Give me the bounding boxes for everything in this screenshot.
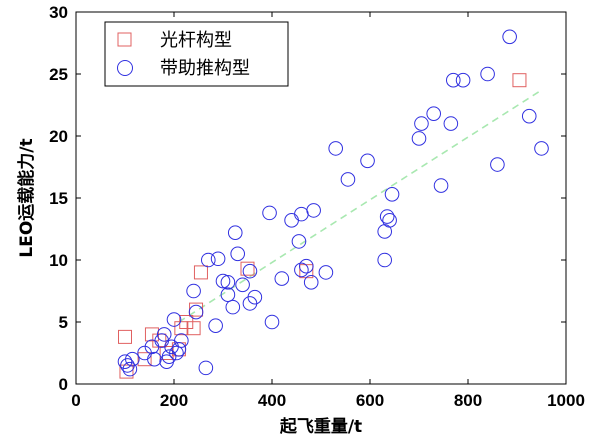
- point-series-2-62: [521, 108, 537, 124]
- point-series-2-33: [262, 205, 277, 221]
- point-series-2-47: [377, 252, 393, 268]
- data-points-layer: [117, 29, 549, 379]
- x-axis-title: 起飞重量/t: [279, 416, 362, 437]
- legend-label-series-2: 带助推构型: [160, 58, 250, 79]
- point-series-2-24: [220, 275, 236, 290]
- point-series-2-29: [235, 277, 250, 293]
- point-series-2-63: [534, 141, 549, 156]
- point-series-2-61: [502, 29, 517, 45]
- point-series-2-21: [208, 318, 223, 334]
- point-series-2-58: [455, 72, 471, 88]
- point-series-2-34: [264, 314, 280, 330]
- point-series-2-45: [340, 172, 356, 187]
- point-series-2-39: [294, 262, 309, 278]
- point-series-1-3: [137, 352, 152, 367]
- y-tick-label-1: 0: [59, 375, 68, 394]
- y-tick-label-6: 25: [49, 65, 68, 84]
- point-series-2-32: [247, 289, 263, 305]
- point-series-1-1: [118, 329, 132, 344]
- point-series-2-44: [328, 141, 344, 156]
- point-series-2-25: [220, 287, 236, 303]
- y-tick-label-3: 10: [49, 251, 68, 270]
- legend-box: [104, 21, 289, 87]
- point-series-2-55: [433, 178, 449, 193]
- x-tick-label-6: 1000: [547, 391, 585, 410]
- point-series-2-51: [384, 186, 400, 202]
- x-tick-label-5: 800: [454, 391, 482, 410]
- point-series-2-56: [443, 116, 459, 131]
- x-tick-label-4: 600: [356, 391, 384, 410]
- point-series-2-1: [117, 354, 133, 369]
- point-series-2-7: [147, 351, 162, 367]
- point-series-2-26: [225, 299, 241, 315]
- point-series-2-57: [446, 72, 461, 88]
- point-series-2-35: [274, 271, 290, 286]
- y-tick-label-7: 30: [49, 3, 68, 22]
- point-series-2-40: [299, 258, 314, 274]
- point-series-2-19: [198, 360, 214, 376]
- point-series-2-13: [166, 312, 182, 327]
- legend-marker-square: [117, 32, 132, 47]
- point-series-1-13: [240, 261, 255, 276]
- y-tick-label-4: 15: [49, 189, 68, 208]
- axis-ticks: 0 200 400 600 800 1000 0 5 10 15 20 25 30: [49, 3, 585, 410]
- point-series-2-9: [156, 327, 172, 342]
- point-series-2-37: [291, 234, 307, 249]
- point-series-2-22: [210, 251, 226, 267]
- point-series-2-15: [171, 341, 187, 357]
- point-series-1-2: [119, 364, 134, 379]
- point-series-1-15: [512, 73, 527, 88]
- point-series-2-11: [161, 349, 177, 365]
- point-series-2-4: [125, 351, 140, 367]
- point-series-2-14: [169, 345, 184, 361]
- point-series-1-12: [193, 265, 208, 280]
- point-series-2-42: [306, 203, 321, 218]
- x-tick-label-3: 400: [258, 391, 286, 410]
- x-tick-label-2: 200: [160, 391, 188, 410]
- point-series-2-46: [360, 153, 375, 169]
- point-series-2-28: [230, 246, 245, 262]
- point-series-2-53: [414, 116, 429, 131]
- point-series-2-20: [201, 252, 216, 268]
- y-tick-label-5: 20: [49, 127, 68, 146]
- point-series-2-54: [426, 106, 442, 121]
- point-series-2-43: [318, 265, 334, 280]
- point-series-2-16: [174, 333, 189, 348]
- point-series-2-30: [242, 263, 258, 279]
- point-series-2-59: [480, 66, 495, 82]
- y-axis-title: LEO运载能力/t: [16, 138, 37, 257]
- point-series-1-10: [186, 321, 201, 336]
- legend: 光杆构型 带助推构型: [104, 21, 289, 87]
- point-series-2-18: [188, 304, 204, 320]
- y-tick-label-2: 5: [59, 313, 68, 332]
- point-series-2-3: [122, 361, 138, 377]
- point-series-2-41: [303, 275, 319, 290]
- point-series-2-17: [186, 283, 201, 299]
- legend-marker-circle: [117, 60, 133, 76]
- point-series-2-52: [411, 131, 427, 146]
- point-series-2-50: [382, 213, 397, 228]
- legend-label-series-1: 光杆构型: [160, 30, 232, 51]
- point-series-2-27: [227, 225, 243, 241]
- x-tick-label-1: 0: [71, 391, 80, 410]
- point-series-2-49: [379, 209, 395, 224]
- point-series-2-23: [215, 273, 231, 289]
- point-series-2-60: [490, 157, 505, 172]
